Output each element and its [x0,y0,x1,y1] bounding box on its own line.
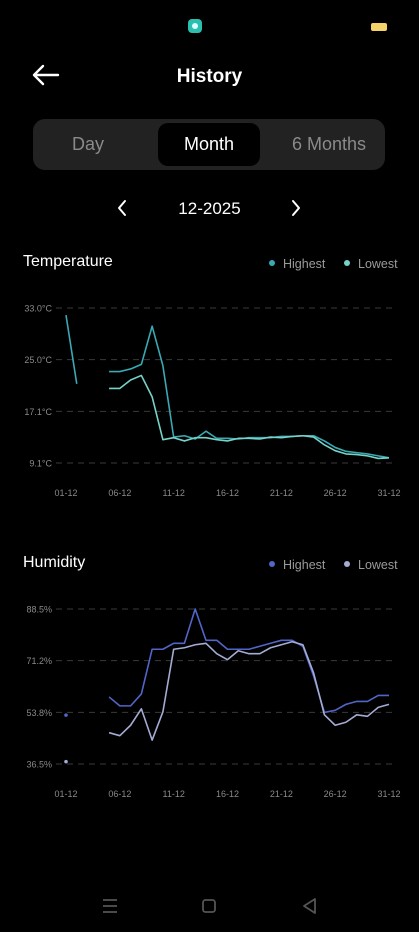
battery-icon [371,23,387,31]
humidity-legend-lowest: Lowest [344,558,398,572]
month-navigator: 12-2025 [0,190,419,226]
x-tick-label: 31-12 [377,789,400,799]
x-tick-label: 01-12 [54,488,77,498]
app-notification-icon [188,19,202,33]
x-tick-label: 06-12 [108,488,131,498]
x-tick-label: 31-12 [377,488,400,498]
legend-dot-icon [344,561,350,567]
y-tick-label: 88.5% [26,605,52,615]
series-line-lowest [108,640,390,741]
status-bar [0,0,419,52]
tab-month[interactable]: Month [158,123,260,166]
chevron-left-icon [118,200,126,216]
series-line-highest [65,315,78,385]
menu-button[interactable] [94,888,126,924]
previous-month-button[interactable] [108,194,136,222]
y-tick-label: 33.0°C [24,304,52,314]
system-navigation-bar [0,888,419,924]
home-square-icon [202,899,216,913]
x-tick-label: 06-12 [108,789,131,799]
series-line-highest [108,608,389,714]
y-tick-label: 53.8% [26,708,52,718]
x-tick-label: 21-12 [270,789,293,799]
legend-dot-icon [269,561,275,567]
legend-dot-icon [269,260,275,266]
x-tick-label: 16-12 [216,789,239,799]
x-tick-label: 21-12 [270,488,293,498]
x-tick-label: 11-12 [162,488,184,498]
humidity-title: Humidity [23,554,86,571]
series-line-lowest [109,374,390,460]
header: History [0,52,419,100]
x-tick-label: 11-12 [162,789,184,799]
home-button[interactable] [193,888,225,924]
temperature-title: Temperature [23,253,113,270]
x-tick-label: 26-12 [324,789,347,799]
y-tick-label: 9.1°C [29,459,52,469]
humidity-chart: 88.5% 71.2% 53.8% 36.5% 01-12 06-12 11-12 16-12… [26,605,400,800]
legend-label: Lowest [358,558,398,572]
data-point-lowest [64,759,68,764]
current-period-label: 12-2025 [178,199,241,218]
legend-label: Highest [283,558,326,572]
tab-day[interactable]: Day [71,134,104,154]
temperature-chart: 33.0°C 25.0°C 17.1°C 9.1°C 01-12 06-12 11-12 16… [24,304,400,499]
y-tick-label: 25.0°C [24,355,52,365]
system-back-button[interactable] [293,888,325,924]
tab-6-months[interactable]: 6 Months [291,134,367,154]
back-button[interactable] [28,60,64,90]
x-tick-label: 16-12 [216,488,239,498]
humidity-legend-highest: Highest [269,558,325,572]
next-month-button[interactable] [282,194,310,222]
period-tabs: Day Month 6 Months [33,119,385,170]
back-arrow-icon [32,64,60,86]
page-title: History [176,66,243,87]
temperature-legend-highest: Highest [269,257,325,271]
data-point-highest [64,713,68,717]
legend-dot-icon [344,260,350,266]
menu-icon [103,899,117,913]
x-tick-label: 01-12 [54,789,77,799]
temperature-legend-lowest: Lowest [344,257,398,271]
legend-label: Highest [283,257,326,271]
y-tick-label: 71.2% [26,656,52,666]
x-tick-label: 26-12 [324,488,347,498]
y-tick-label: 36.5% [26,760,52,770]
chevron-right-icon [292,200,300,216]
legend-label: Lowest [358,257,398,271]
back-triangle-icon [303,898,316,914]
y-tick-label: 17.1°C [24,407,52,417]
